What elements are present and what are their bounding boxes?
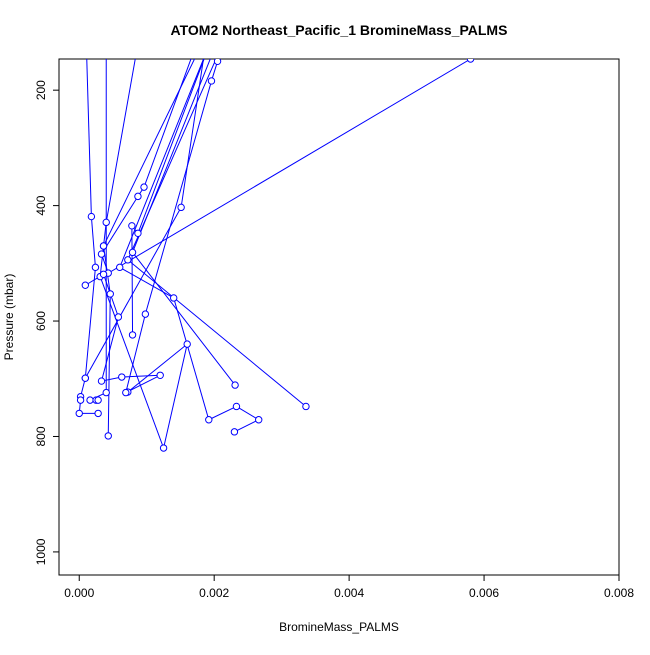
chart-title: ATOM2 Northeast_Pacific_1 BromineMass_PA… [171,22,508,38]
data-point [137,29,143,35]
data-point [102,388,110,397]
data-point [183,340,191,348]
series-line [78,59,99,414]
x-axis: 0.000 0.002 0.004 0.006 0.008 [64,575,634,600]
data-point [97,250,106,258]
data-point [81,374,90,382]
data-point [75,409,83,418]
data-point [169,294,178,302]
series-line [127,59,307,407]
data-point [87,212,96,221]
data-point [122,388,130,397]
data-point [114,313,123,321]
data-point [106,290,114,298]
data-point [102,218,110,227]
data-point [128,331,137,339]
x-axis-label: BromineMass_PALMS [279,620,399,634]
series-points [75,29,500,452]
y-tick-label: 600 [34,311,48,331]
plot-frame [58,58,620,576]
data-point [118,373,126,381]
data-point [207,77,216,85]
data-point [232,402,241,411]
data-point [86,396,94,404]
data-point [99,242,108,250]
data-point [99,270,108,278]
y-axis: 200 400 600 800 1000 [34,80,59,565]
data-point [91,263,100,272]
series-line [99,59,196,450]
data-point [83,29,89,35]
data-point [124,256,132,264]
data-point [156,371,164,379]
data-point [255,416,263,424]
data-point [466,59,475,63]
data-point [230,428,239,436]
y-tick-label: 800 [34,426,48,446]
data-point [205,416,213,424]
data-point [97,377,106,385]
data-point [140,183,148,191]
data-point [94,396,102,404]
y-axis-label: Pressure (mbar) [2,274,16,361]
data-point [134,229,142,238]
data-point [116,263,124,272]
x-tick-label: 0.006 [469,586,499,600]
data-point [213,59,222,66]
data-point [103,29,109,35]
series-lines [78,59,472,450]
data-point [302,402,310,411]
data-point [128,222,136,230]
x-tick-label: 0.000 [64,586,94,600]
data-point [94,409,102,418]
data-point [104,432,112,440]
data-point [231,381,239,389]
y-tick-label: 1000 [34,538,48,565]
data-point [134,192,142,201]
x-tick-label: 0.002 [199,586,229,600]
data-point [128,248,137,257]
data-point [494,41,500,47]
data-point [76,396,85,404]
y-tick-label: 200 [34,80,48,100]
series-line [100,59,472,274]
x-tick-label: 0.004 [334,586,364,600]
data-point [81,281,90,289]
y-tick-label: 400 [34,195,48,215]
x-tick-label: 0.008 [604,586,634,600]
data-point [177,203,185,212]
data-point [159,444,168,452]
data-point [141,310,150,318]
